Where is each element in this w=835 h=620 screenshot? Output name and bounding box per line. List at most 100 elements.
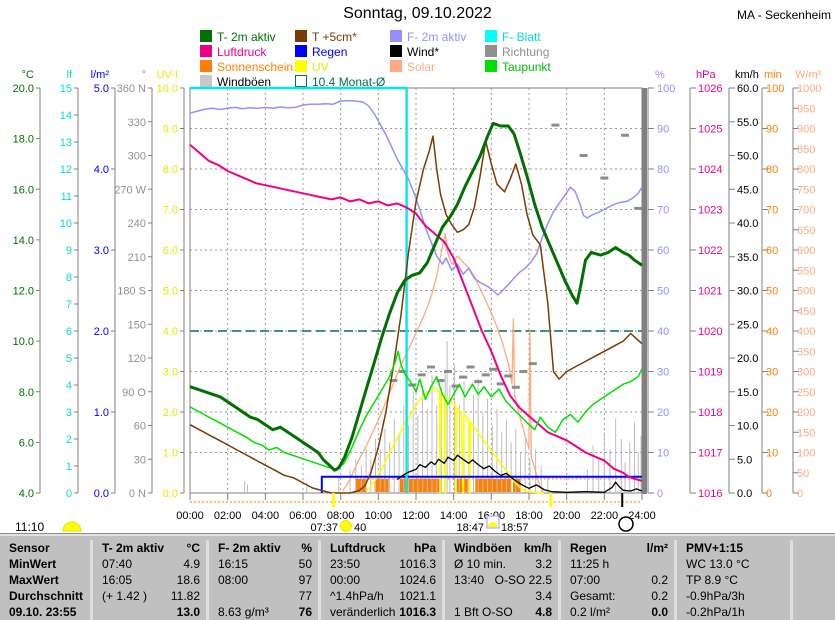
- axis-pct: % 0 10 20 30 40 50 60 70 80 90 100: [647, 69, 675, 500]
- table-cell-value: 50: [298, 557, 312, 571]
- svg-text:80: 80: [657, 164, 669, 176]
- column-title: F- 2m aktiv: [218, 541, 281, 555]
- svg-text:600: 600: [797, 245, 815, 257]
- sunshine-total-label: 11:10: [15, 520, 44, 534]
- svg-text:70: 70: [766, 205, 778, 217]
- svg-text:22:00: 22:00: [591, 510, 619, 522]
- table-column: [790, 540, 835, 620]
- svg-text:40.0: 40.0: [737, 218, 758, 230]
- svg-text:90 O: 90 O: [122, 387, 146, 399]
- legend-item-f-2m-aktiv: F- 2m aktiv: [390, 30, 466, 44]
- row-label: 09.10. 23:55: [9, 605, 77, 619]
- table-cell: -0.2hPa/1h: [686, 605, 745, 619]
- svg-text:10: 10: [657, 448, 669, 460]
- svg-text:2: 2: [66, 434, 72, 446]
- legend-label: UV: [312, 60, 329, 74]
- svg-text:1026: 1026: [698, 83, 722, 95]
- svg-text:150: 150: [797, 427, 815, 439]
- legend-label: Windböen: [217, 75, 272, 89]
- table-column: PMV+1:15 WC 13.0 °C TP 8.9 °C -0.9hPa/3h -0.…: [674, 540, 790, 620]
- legend-item-regen: Regen: [295, 45, 347, 59]
- svg-text:300: 300: [797, 367, 815, 379]
- svg-text:5: 5: [66, 353, 72, 365]
- table-cell: Ø 10 min.: [454, 557, 507, 571]
- svg-text:30.0: 30.0: [737, 286, 758, 298]
- svg-text:15: 15: [60, 83, 72, 95]
- page-title: Sonntag, 09.10.2022: [343, 5, 492, 22]
- table-cell: [209, 588, 218, 604]
- svg-text:450: 450: [797, 306, 815, 318]
- legend-label: Richtung: [502, 45, 550, 59]
- svg-text:40: 40: [766, 326, 778, 338]
- table-cell-value: 3.2: [535, 557, 552, 571]
- svg-text:06:00: 06:00: [289, 510, 317, 522]
- svg-text:30: 30: [657, 367, 669, 379]
- svg-text:1.0: 1.0: [163, 448, 178, 460]
- legend-label: Sonnenschein: [217, 60, 294, 74]
- svg-text:55.0: 55.0: [737, 117, 758, 129]
- svg-text:12.0: 12.0: [13, 286, 34, 298]
- svg-text:30: 30: [766, 367, 778, 379]
- table-cell-value: 13.0: [176, 605, 200, 619]
- sun-moon-annotations: 11:10 07:37 40 18:47 18:57: [15, 493, 634, 534]
- legend-color-swatch: [295, 75, 307, 87]
- axis-hpa: hPa 1016 1017 1018 1019 1020 1021 1022 1023 1024 1…: [689, 69, 722, 500]
- svg-text:6.0: 6.0: [163, 245, 178, 257]
- table-column: Sensor MinWert MaxWert Durchschnitt 09.10. 2…: [0, 540, 90, 620]
- svg-text:14.0: 14.0: [13, 235, 34, 247]
- axis-rain: l/m² 0.0 1.0 2.0 3.0 4.0 5.0: [91, 69, 116, 500]
- svg-text:7: 7: [66, 299, 72, 311]
- svg-text:min: min: [764, 69, 782, 81]
- svg-text:850: 850: [797, 144, 815, 156]
- legend-item-taupunkt: Taupunkt: [485, 60, 551, 74]
- sunset-time-label: 18:47: [456, 522, 484, 534]
- svg-text:14: 14: [60, 110, 72, 122]
- legend-item-uv: UV: [295, 60, 329, 74]
- table-cell-value: 1016.3: [399, 605, 436, 619]
- chart-area: °C 4.0 6.0 8.0 10.0 12.0 14.0 16.0 18.0 20.0 lf 0 1 2…: [13, 69, 822, 534]
- legend-label: Taupunkt: [502, 60, 551, 74]
- legend-label: Regen: [312, 45, 348, 59]
- svg-text:70: 70: [657, 205, 669, 217]
- legend: T- 2m aktiv T +5cm* F- 2m aktiv F- Blatt Luf…: [0, 28, 835, 90]
- column-title: Windböen: [454, 541, 512, 555]
- svg-text:90: 90: [766, 124, 778, 136]
- svg-text:0: 0: [797, 488, 803, 500]
- svg-text:7.0: 7.0: [163, 205, 178, 217]
- svg-text:6: 6: [66, 326, 72, 338]
- legend-item-wind-: Wind*: [390, 45, 439, 59]
- legend-item-richtung: Richtung: [485, 45, 549, 59]
- svg-text:300: 300: [128, 151, 146, 163]
- svg-text:1024: 1024: [698, 164, 722, 176]
- table-cell-value: 18.6: [176, 573, 200, 587]
- table-cell: -0.9hPa/3h: [686, 589, 745, 603]
- table-cell: 08:00: [218, 573, 249, 587]
- column-unit: %: [301, 541, 312, 555]
- svg-text:8.0: 8.0: [163, 164, 178, 176]
- table-cell: 8.63 g/m³: [218, 605, 269, 619]
- legend-color-swatch: [200, 30, 212, 42]
- sunrise-icon: [340, 520, 352, 532]
- svg-text:hPa: hPa: [696, 69, 716, 81]
- svg-text:100: 100: [657, 83, 675, 95]
- legend-color-swatch: [200, 75, 212, 87]
- svg-text:900: 900: [797, 124, 815, 136]
- svg-text:14:00: 14:00: [440, 510, 468, 522]
- svg-text:0: 0: [657, 488, 663, 500]
- svg-text:0.0: 0.0: [163, 488, 178, 500]
- table-cell: 16:05: [102, 573, 133, 587]
- svg-text:180 S: 180 S: [117, 286, 146, 298]
- axis-uv: UV-I 0.0 1.0 2.0 3.0 4.0 5.0 6.0 7.0 8.0 9.0 10.0: [157, 69, 185, 500]
- legend-color-swatch: [200, 45, 212, 57]
- svg-text:270 W: 270 W: [114, 184, 146, 196]
- legend-color-swatch: [295, 45, 307, 57]
- grid: [190, 88, 642, 493]
- svg-text:00:00: 00:00: [176, 510, 204, 522]
- svg-text:60: 60: [134, 421, 146, 433]
- series-t2m: [189, 121, 643, 472]
- svg-text:1025: 1025: [698, 124, 722, 136]
- svg-text:50: 50: [766, 286, 778, 298]
- svg-text:4.0: 4.0: [19, 488, 34, 500]
- sunset-icon: [486, 515, 500, 529]
- table-cell-value: 11.82: [170, 589, 200, 603]
